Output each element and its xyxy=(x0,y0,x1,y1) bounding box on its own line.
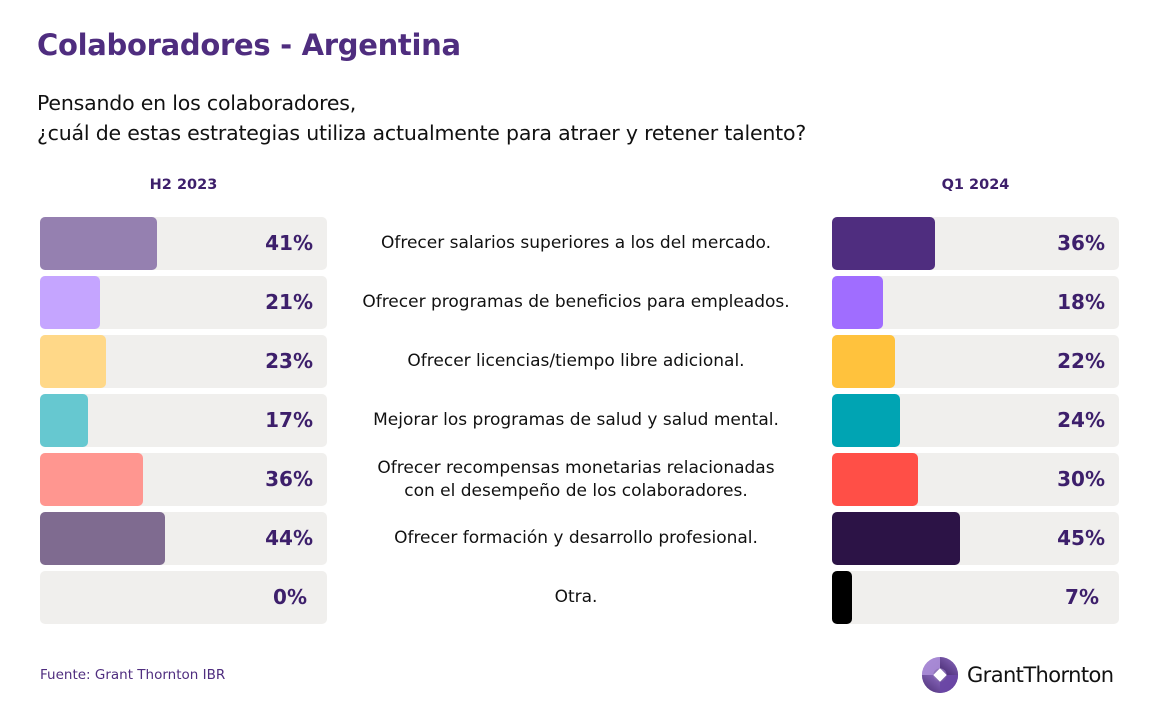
bar-track-q1-2024: 7% xyxy=(832,571,1119,624)
bar-track-q1-2024: 45% xyxy=(832,512,1119,565)
chart-row: 23% Ofrecer licencias/tiempo libre adicio… xyxy=(0,335,1152,388)
strategy-label: Ofrecer formación y desarrollo profesion… xyxy=(394,528,758,548)
percent-value: 0% xyxy=(273,585,307,609)
chart-row: 41% Ofrecer salarios superiores a los del… xyxy=(0,217,1152,270)
percent-value: 45% xyxy=(1057,526,1105,550)
strategy-label: Ofrecer salarios superiores a los del me… xyxy=(380,233,772,253)
bar-fill xyxy=(40,394,89,447)
bar-fill xyxy=(832,453,918,506)
period-header-h2-2023: H2 2023 xyxy=(149,177,218,193)
percent-value: 36% xyxy=(265,467,313,491)
bar-track-h2-2023: 23% xyxy=(40,335,327,388)
grant-thornton-swirl-icon xyxy=(921,656,959,694)
percent-value: 30% xyxy=(1057,467,1105,491)
strategy-label: Mejorar los programas de salud y salud m… xyxy=(373,410,779,430)
bar-track-h2-2023: 41% xyxy=(40,217,327,270)
subtitle-line-1: Pensando en los colaboradores, xyxy=(37,91,357,115)
question-subtitle: Pensando en los colaboradores, ¿cuál de … xyxy=(37,88,806,148)
percent-value: 23% xyxy=(265,349,313,373)
strategy-label: Ofrecer licencias/tiempo libre adicional… xyxy=(407,351,745,371)
bar-fill xyxy=(40,217,157,270)
bar-fill xyxy=(40,453,143,506)
bar-fill xyxy=(832,276,884,329)
bar-fill xyxy=(832,571,852,624)
percent-value: 24% xyxy=(1057,408,1105,432)
bar-fill xyxy=(832,335,895,388)
strategy-label: Ofrecer recompensas monetarias relaciona… xyxy=(377,457,775,501)
percent-value: 7% xyxy=(1065,585,1099,609)
bar-track-h2-2023: 21% xyxy=(40,276,327,329)
strategy-label: Otra. xyxy=(554,587,598,607)
bar-track-h2-2023: 0% xyxy=(40,571,327,624)
bar-track-h2-2023: 44% xyxy=(40,512,327,565)
percent-value: 36% xyxy=(1057,231,1105,255)
strategy-label: Ofrecer programas de beneficios para emp… xyxy=(362,292,790,312)
bar-fill xyxy=(40,512,166,565)
chart-row: 0% Otra. 7% xyxy=(0,571,1152,624)
source-note: Fuente: Grant Thornton IBR xyxy=(40,667,226,683)
bar-track-q1-2024: 36% xyxy=(832,217,1119,270)
bar-fill xyxy=(40,335,106,388)
percent-value: 21% xyxy=(265,290,313,314)
bar-fill xyxy=(832,512,961,565)
chart-row: 36% Ofrecer recompensas monetarias relaci… xyxy=(0,453,1152,506)
percent-value: 17% xyxy=(265,408,313,432)
grant-thornton-logo: GrantThornton xyxy=(921,656,1114,694)
bar-track-q1-2024: 30% xyxy=(832,453,1119,506)
logo-wordmark: GrantThornton xyxy=(967,663,1114,687)
chart-row: 44% Ofrecer formación y desarrollo profes… xyxy=(0,512,1152,565)
bar-fill xyxy=(832,394,901,447)
percent-value: 18% xyxy=(1057,290,1105,314)
chart-row: 21% Ofrecer programas de beneficios para … xyxy=(0,276,1152,329)
bar-track-q1-2024: 24% xyxy=(832,394,1119,447)
chart-row: 17% Mejorar los programas de salud y salu… xyxy=(0,394,1152,447)
period-header-q1-2024: Q1 2024 xyxy=(941,177,1010,193)
bar-track-q1-2024: 18% xyxy=(832,276,1119,329)
page-title: Colaboradores - Argentina xyxy=(37,28,461,62)
bar-fill xyxy=(832,217,935,270)
percent-value: 41% xyxy=(265,231,313,255)
percent-value: 44% xyxy=(265,526,313,550)
bar-fill xyxy=(40,276,100,329)
bar-track-q1-2024: 22% xyxy=(832,335,1119,388)
bar-track-h2-2023: 17% xyxy=(40,394,327,447)
percent-value: 22% xyxy=(1057,349,1105,373)
subtitle-line-2: ¿cuál de estas estrategias utiliza actua… xyxy=(37,121,807,145)
bar-track-h2-2023: 36% xyxy=(40,453,327,506)
